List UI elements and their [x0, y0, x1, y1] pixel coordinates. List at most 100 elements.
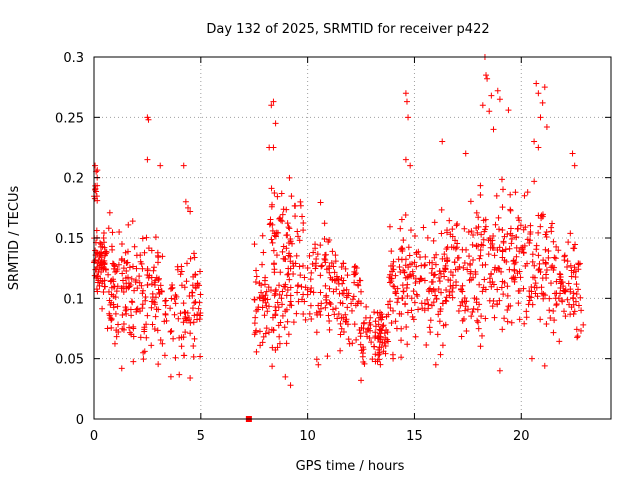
data-point: [191, 299, 198, 306]
data-point: [461, 260, 468, 267]
y-tick-label: 0.15: [55, 232, 84, 247]
data-point: [453, 278, 460, 285]
data-point: [458, 286, 465, 293]
data-point: [555, 295, 562, 302]
data-point: [512, 274, 519, 281]
data-point: [561, 308, 568, 315]
data-point: [327, 300, 334, 307]
data-point: [155, 276, 162, 283]
data-point: [372, 358, 379, 365]
data-point: [287, 265, 294, 272]
data-point: [317, 199, 324, 206]
data-point: [507, 191, 514, 198]
data-point: [318, 300, 325, 307]
data-point: [541, 362, 548, 369]
data-point: [116, 228, 123, 235]
data-point: [277, 269, 284, 276]
data-point: [134, 305, 141, 312]
data-point: [407, 162, 414, 169]
data-point: [137, 334, 144, 341]
data-point: [432, 361, 439, 368]
data-point: [279, 248, 286, 255]
data-point: [510, 258, 517, 265]
data-point: [290, 319, 297, 326]
data-point: [375, 346, 382, 353]
data-point: [151, 299, 158, 306]
data-point: [190, 273, 197, 280]
data-point: [131, 243, 138, 250]
data-point: [386, 223, 393, 230]
data-point: [520, 285, 527, 292]
data-point: [192, 298, 199, 305]
data-point: [511, 267, 518, 274]
data-point: [384, 329, 391, 336]
data-point: [543, 266, 550, 273]
data-point: [314, 251, 321, 258]
data-point: [287, 238, 294, 245]
data-point: [136, 273, 143, 280]
data-point: [100, 289, 107, 296]
data-point: [508, 240, 515, 247]
data-point: [526, 288, 533, 295]
data-point: [534, 293, 541, 300]
data-point: [422, 253, 429, 260]
data-point: [413, 263, 420, 270]
data-point: [338, 314, 345, 321]
data-point: [377, 336, 384, 343]
data-point: [432, 261, 439, 268]
data-point: [556, 270, 563, 277]
data-point: [144, 312, 151, 319]
data-point: [180, 162, 187, 169]
data-point: [572, 241, 579, 248]
data-point: [478, 231, 485, 238]
data-point: [174, 266, 181, 273]
data-point: [569, 294, 576, 301]
data-point: [426, 324, 433, 331]
data-point: [496, 244, 503, 251]
data-point: [253, 348, 260, 355]
data-point: [269, 239, 276, 246]
data-point: [446, 288, 453, 295]
data-point: [380, 322, 387, 329]
data-point: [284, 271, 291, 278]
data-point: [155, 286, 162, 293]
data-point: [496, 226, 503, 233]
data-point: [283, 245, 290, 252]
data-point: [570, 290, 577, 297]
data-point: [499, 326, 506, 333]
data-point: [499, 227, 506, 234]
data-point: [139, 301, 146, 308]
data-point: [432, 292, 439, 299]
data-point: [479, 332, 486, 339]
data-point: [253, 267, 260, 274]
data-point: [101, 244, 108, 251]
data-point: [411, 259, 418, 266]
data-point: [120, 320, 127, 327]
data-point: [439, 255, 446, 262]
data-point: [550, 308, 557, 315]
data-point: [551, 254, 558, 261]
data-point: [449, 226, 456, 233]
data-point: [473, 209, 480, 216]
data-point: [551, 317, 558, 324]
data-point: [150, 267, 157, 274]
data-point: [281, 256, 288, 263]
data-point: [500, 239, 507, 246]
data-point: [261, 312, 268, 319]
data-point: [325, 312, 332, 319]
data-point: [505, 107, 512, 114]
data-point: [297, 202, 304, 209]
data-point: [499, 247, 506, 254]
data-point: [143, 334, 150, 341]
data-point: [490, 232, 497, 239]
data-point: [97, 239, 104, 246]
data-point: [436, 318, 443, 325]
data-point: [411, 232, 418, 239]
data-point: [501, 233, 508, 240]
data-point: [329, 306, 336, 313]
data-point: [403, 284, 410, 291]
data-point: [412, 279, 419, 286]
data-point: [452, 237, 459, 244]
data-point: [543, 321, 550, 328]
data-point: [405, 244, 412, 251]
